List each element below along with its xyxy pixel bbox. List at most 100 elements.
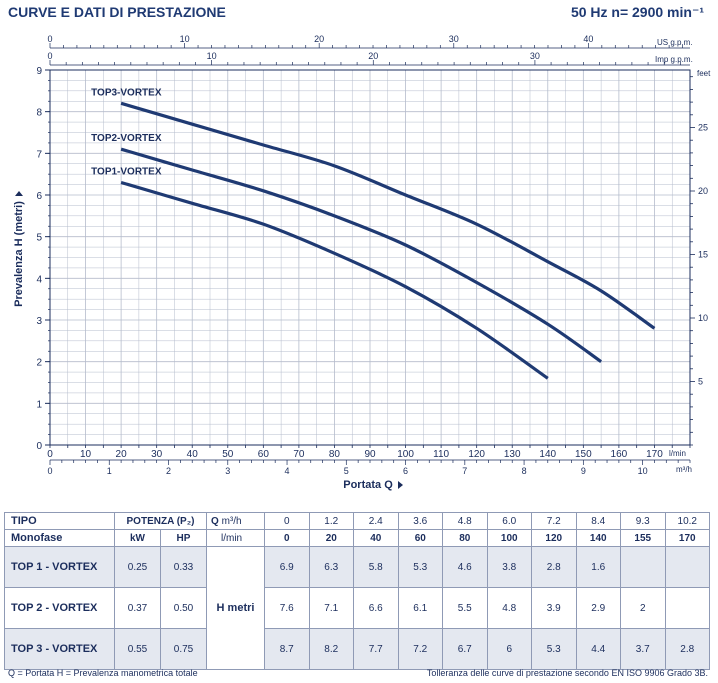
x-lmin-tick-label: 130 (504, 449, 521, 460)
h-metri-label: H metri (206, 546, 265, 670)
y2-tick-label: 15 (698, 250, 708, 260)
q-lmin-value: 140 (575, 529, 621, 547)
head-value (664, 546, 710, 588)
x-m3h-tick-label: 4 (285, 466, 290, 476)
head-value: 3.9 (531, 587, 577, 629)
table-row: TOP 1 - VORTEX 0.25 0.33 H metri 6.9 6.3 5.8 5.… (4, 546, 710, 670)
head-value: 6.3 (308, 546, 354, 588)
chart-grid (49, 69, 691, 446)
monofase-header: Monofase (4, 529, 115, 547)
x-usgpm-tick-label: 20 (314, 34, 324, 44)
table-subheader-row: Monofase kW HP l/min 0 20 40 60 80 100 120 140… (4, 529, 710, 547)
power-hp: 0.50 (160, 587, 207, 629)
power-kw: 0.37 (114, 587, 161, 629)
q-lmin-value: 40 (353, 529, 399, 547)
x-m3h-tick-label: 3 (225, 466, 230, 476)
power-kw: 0.25 (114, 546, 161, 588)
x-m3h-tick-label: 5 (344, 466, 349, 476)
x-m3h-tick-label: 1 (107, 466, 112, 476)
head-value: 6 (486, 628, 532, 670)
x-lmin-tick-label: 160 (611, 449, 628, 460)
y2-unit: feet (697, 69, 711, 78)
q-label: Q (211, 515, 219, 527)
y-tick-label: 3 (36, 316, 42, 327)
q-m3h-value: 1.2 (308, 512, 354, 530)
x-lmin-tick-label: 170 (646, 449, 663, 460)
head-value: 7.6 (264, 587, 310, 629)
m3h-label: m³/h (221, 515, 242, 527)
y-tick-label: 7 (36, 149, 42, 160)
head-value: 8.7 (264, 628, 310, 670)
y-tick-label: 4 (36, 274, 42, 285)
y-tick-label: 6 (36, 191, 42, 202)
x-axis-arrow-icon (398, 481, 403, 489)
x-lmin-tick-label: 50 (222, 449, 234, 460)
table-row: TOP 3 - VORTEX 0.55 0.75 8.7 8.2 7.7 7.2 6.7 6 5.… (4, 628, 710, 670)
q-m3h-value: 2.4 (353, 512, 399, 530)
x-m3h-tick-label: 10 (638, 466, 648, 476)
q-lmin-value: 60 (397, 529, 443, 547)
head-value: 7.7 (353, 628, 399, 670)
curve-top2-vortex (120, 147, 603, 363)
q-lmin-value: 155 (620, 529, 666, 547)
x-lmin-tick-label: 60 (258, 449, 270, 460)
pump-model-name: TOP 3 - VORTEX (4, 628, 115, 670)
head-value: 4.8 (486, 587, 532, 629)
q-lmin-value: 20 (308, 529, 354, 547)
x-lmin-tick-label: 40 (187, 449, 199, 460)
head-value: 7.1 (308, 587, 354, 629)
curve-label-top1-vortex: TOP1-VORTEX (91, 167, 162, 178)
y-tick-label: 8 (36, 108, 42, 119)
curve-label-top3-vortex: TOP3-VORTEX (91, 87, 162, 98)
x-m3h-tick-label: 9 (581, 466, 586, 476)
x-m3h-tick-label: 0 (47, 466, 52, 476)
q-lmin-value: 80 (442, 529, 488, 547)
head-value (620, 546, 666, 588)
frequency-speed-label: 50 Hz n= 2900 min⁻¹ (570, 4, 704, 20)
head-value: 4.4 (575, 628, 621, 670)
head-value: 4.6 (442, 546, 488, 588)
x-lmin-tick-label: 100 (397, 449, 414, 460)
head-value: 8.2 (308, 628, 354, 670)
power-hp: 0.33 (160, 546, 207, 588)
x-axis-label: Portata Q (343, 479, 393, 491)
x-usgpm-unit: US g.p.m. (657, 38, 693, 47)
head-value: 6.7 (442, 628, 488, 670)
chart-curves: TOP1-VORTEX TOP2-VORTEX TOP3-VORTEX (91, 87, 656, 380)
head-value: 5.3 (531, 628, 577, 670)
x-lmin-tick-label: 120 (468, 449, 485, 460)
x-usgpm-tick-label: 10 (180, 34, 190, 44)
kw-header: kW (114, 529, 161, 547)
curve-top3-vortex (120, 101, 656, 330)
x-lmin-tick-label: 30 (151, 449, 163, 460)
x-impgpm-unit: Imp g.p.m. (655, 55, 693, 64)
head-value: 2.9 (575, 587, 621, 629)
y-tick-label: 0 (36, 441, 42, 452)
curve-top1-vortex (120, 180, 549, 380)
x-usgpm-tick-label: 40 (583, 34, 593, 44)
pump-model-name: TOP 2 - VORTEX (4, 587, 115, 629)
y2-tick-label: 10 (698, 313, 708, 323)
x-lmin-tick-label: 80 (329, 449, 341, 460)
x-lmin-tick-label: 140 (539, 449, 556, 460)
power-hp: 0.75 (160, 628, 207, 670)
y-tick-label: 2 (36, 358, 42, 369)
head-value: 2 (620, 587, 666, 629)
head-value: 5.8 (353, 546, 399, 588)
table-row: TOP 2 - VORTEX 0.37 0.50 7.6 7.1 6.6 6.1 5.5 4.8… (4, 587, 710, 629)
x-impgpm-tick-label: 30 (530, 51, 540, 61)
head-value: 1.6 (575, 546, 621, 588)
head-value: 2.8 (531, 546, 577, 588)
q-m3h-header: Q m³/h (206, 512, 265, 530)
tipo-header: TIPO (4, 512, 115, 530)
y2-tick-label: 20 (698, 186, 708, 196)
q-lmin-value: 0 (264, 529, 310, 547)
x-usgpm-tick-label: 0 (47, 34, 52, 44)
head-value: 3.7 (620, 628, 666, 670)
q-lmin-value: 170 (664, 529, 710, 547)
y-axis-arrow-icon (15, 191, 23, 196)
power-kw: 0.55 (114, 628, 161, 670)
head-value: 5.3 (397, 546, 443, 588)
q-m3h-value: 6.0 (486, 512, 532, 530)
head-value: 2.8 (664, 628, 710, 670)
